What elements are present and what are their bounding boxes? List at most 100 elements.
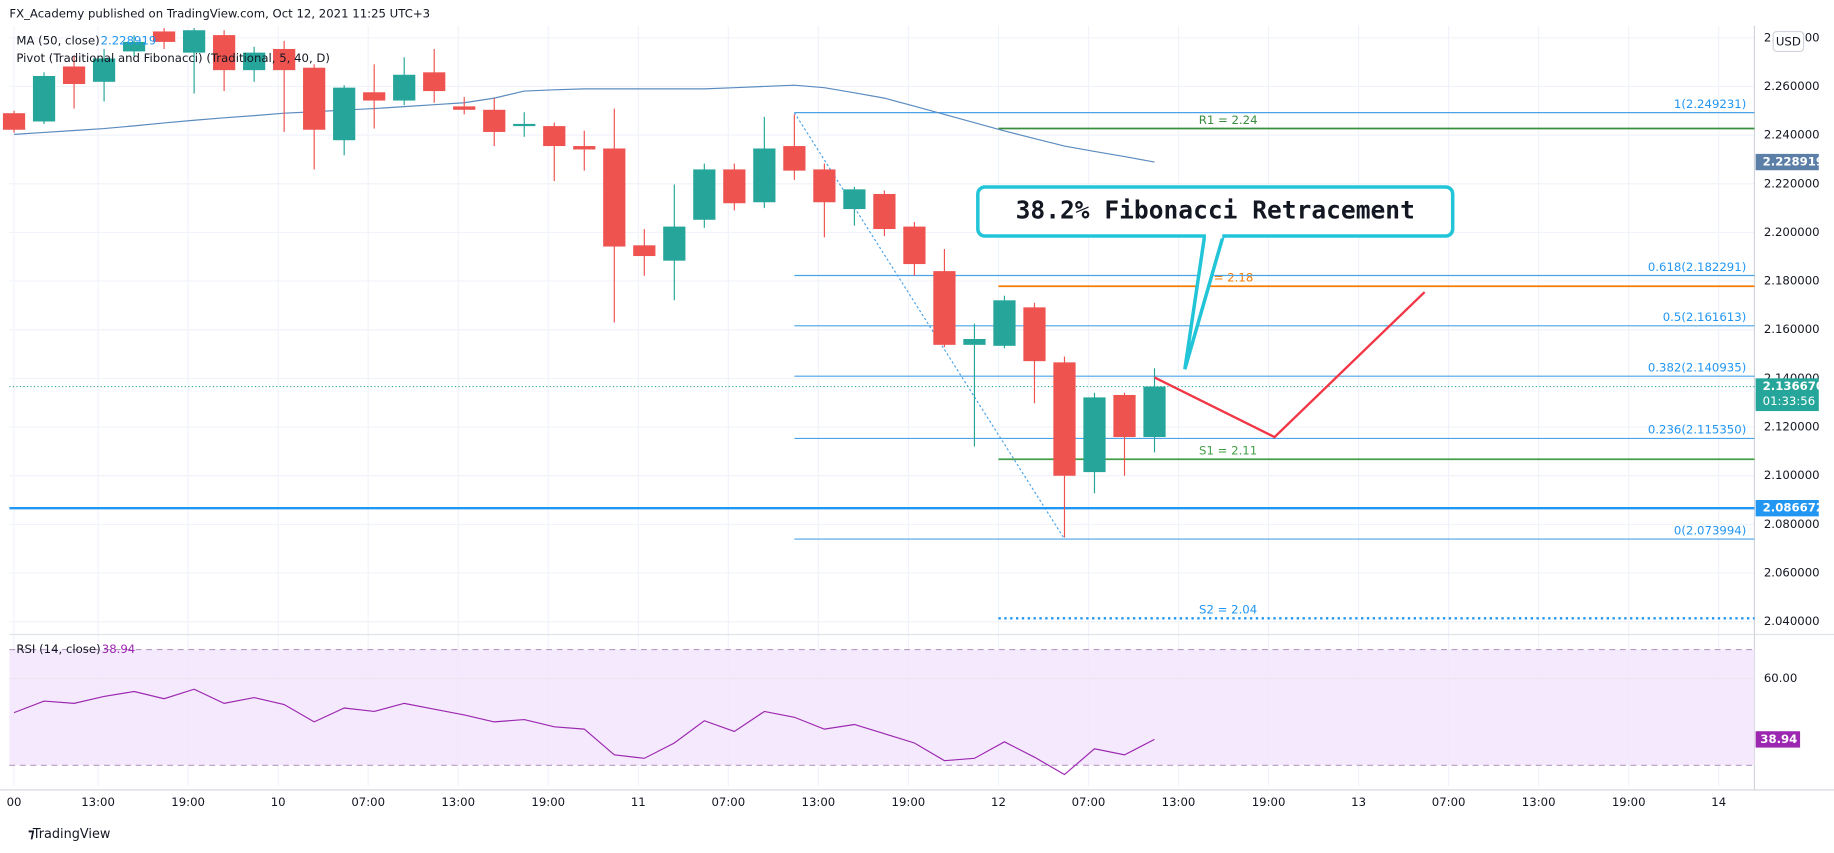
last-price-label: 2.136670: [1763, 379, 1824, 393]
x-tick-label: 13:00: [81, 795, 115, 809]
ma-badge-label: 2.228919: [1763, 155, 1824, 169]
candle-body: [963, 339, 986, 345]
candle-body: [122, 41, 146, 52]
x-tick-label: 12: [991, 795, 1006, 809]
x-tick-label: 19:00: [531, 795, 565, 809]
candle-body: [423, 72, 446, 92]
y-tick-label: 2.200000: [1764, 225, 1820, 239]
candle-body: [303, 67, 326, 130]
x-tick-label: 19:00: [1252, 795, 1286, 809]
x-tick-label: 14: [1711, 795, 1726, 809]
candle-body: [1083, 397, 1106, 473]
candle-body: [1113, 394, 1136, 438]
pivot-label: S2 = 2.04: [1199, 603, 1257, 617]
ma-line: [14, 84, 1155, 163]
candle-body: [933, 271, 956, 345]
brand: TradingView: [32, 827, 111, 842]
currency[interactable]: USD: [1776, 35, 1801, 49]
candle-body: [213, 35, 236, 71]
y-tick-label: 2.160000: [1764, 322, 1820, 336]
rsi-band: [9, 649, 1755, 766]
callout-joint: [1205, 231, 1223, 239]
publisher: FX_Academy published on TradingView.com,…: [9, 7, 430, 21]
candle-body: [783, 146, 806, 171]
pivot-label: R1 = 2.24: [1199, 113, 1258, 127]
candle-body: [1143, 386, 1166, 438]
candle-body: [152, 31, 176, 42]
callout-pointer: [1183, 234, 1226, 370]
candle-body: [573, 146, 596, 150]
y-tick-label: 2.220000: [1764, 176, 1820, 190]
candle-body: [813, 169, 836, 203]
x-tick-label: 07:00: [711, 795, 745, 809]
candle-body: [663, 226, 686, 261]
x-tick-label: 07:00: [1432, 795, 1466, 809]
brand-logo: ⁊: [28, 827, 35, 842]
candle-body: [183, 30, 206, 53]
currency-box[interactable]: [1772, 30, 1805, 52]
x-tick-label: 13:00: [441, 795, 475, 809]
x-tick-label: 19:00: [1612, 795, 1646, 809]
candle-body: [1023, 307, 1046, 362]
rsi-line: [13, 688, 1155, 776]
ma-legend: MA (50, close): [16, 33, 99, 47]
candle-body: [243, 52, 266, 71]
candle-body: [2, 113, 26, 130]
callout-text: 38.2% Fibonacci Retracement: [1016, 196, 1415, 225]
y-tick-label: 2.240000: [1764, 128, 1820, 142]
price-line-label: 2.086672: [1763, 501, 1824, 515]
x-tick-label: 13:00: [1522, 795, 1556, 809]
y-tick-label: 2.040000: [1764, 614, 1820, 628]
candle-body: [753, 148, 776, 203]
fib-label: 0.382(2.140935): [1648, 360, 1746, 374]
fib-label: 0(2.073994): [1674, 523, 1746, 537]
ma-legend-value: 2.228919: [101, 33, 157, 47]
candle-body: [633, 245, 656, 257]
x-tick-label: 07:00: [351, 795, 385, 809]
candle-body: [453, 106, 476, 110]
x-tick-label: 13:00: [802, 795, 836, 809]
candle-body: [873, 193, 896, 230]
pivot-label: S1 = 2.11: [1199, 444, 1257, 458]
x-tick-label: 07:00: [1072, 795, 1106, 809]
candle-body: [273, 48, 296, 71]
x-tick-label: 00: [7, 795, 22, 809]
last-price-badge: [1755, 378, 1819, 412]
y-tick-label: 2.060000: [1764, 566, 1820, 580]
candle-body: [92, 58, 116, 82]
candle-body: [693, 169, 716, 220]
candle-body: [393, 74, 416, 101]
y-tick-label: 2.120000: [1764, 420, 1820, 434]
rsi-badge-label: 38.94: [1760, 732, 1797, 746]
rsi-legend: RSI (14, close): [16, 642, 100, 656]
y-tick-label: 2.100000: [1764, 468, 1820, 482]
candle-body: [543, 126, 566, 147]
projection-line: [1153, 291, 1426, 439]
price-line-badge: [1755, 499, 1819, 517]
ma-badge: [1755, 153, 1819, 171]
candle-body: [993, 300, 1016, 346]
candle-body: [363, 92, 386, 101]
fib-label: 0.618(2.182291): [1648, 260, 1746, 274]
candle-body: [1053, 362, 1076, 476]
countdown: 01:33:56: [1763, 394, 1816, 408]
candle-body: [32, 75, 56, 122]
candle-body: [513, 123, 536, 127]
callout: 38.2% Fibonacci Retracement: [976, 185, 1455, 370]
y-tick-label: 2.260000: [1764, 79, 1820, 93]
candle-body: [903, 226, 926, 265]
rsi-legend-value: 38.94: [102, 642, 135, 656]
x-tick-label: 13: [1351, 795, 1366, 809]
pivot-label: P = 2.18: [1203, 271, 1253, 285]
x-tick-label: 11: [631, 795, 646, 809]
candle-body: [483, 109, 506, 132]
rsi-badge: [1755, 731, 1801, 748]
candle-body: [62, 66, 86, 85]
candle-body: [333, 87, 356, 141]
x-tick-label: 10: [271, 795, 286, 809]
y-tick-label: 2.080000: [1764, 517, 1820, 531]
x-tick-label: 19:00: [892, 795, 926, 809]
fib-label: 0.236(2.115350): [1648, 423, 1746, 437]
